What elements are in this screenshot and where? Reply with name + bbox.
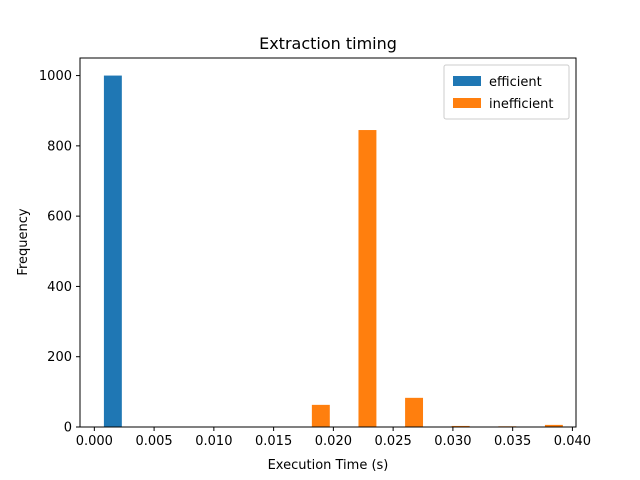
y-tick-label: 200 — [47, 350, 72, 365]
bar-inefficient-5 — [544, 424, 563, 427]
x-tick-label: 0.020 — [315, 434, 352, 449]
legend-label-inefficient: inefficient — [489, 97, 554, 112]
legend-swatch-inefficient — [453, 98, 481, 108]
y-tick-label: 0 — [64, 421, 72, 436]
legend: efficient inefficient — [443, 64, 570, 120]
x-tick-label: 0.005 — [135, 434, 172, 449]
plot-frame — [79, 57, 577, 428]
bar-inefficient-3 — [451, 425, 470, 427]
y-tick-label: 400 — [47, 280, 72, 295]
x-tick-label: 0.035 — [494, 434, 531, 449]
y-tick-label: 600 — [47, 210, 72, 225]
legend-swatch-efficient — [453, 76, 481, 86]
y-axis-ticks: 0 200 400 600 800 1000 — [39, 69, 80, 436]
y-tick-label: 800 — [47, 139, 72, 154]
x-tick-label: 0.025 — [375, 434, 412, 449]
y-axis-title: Frequency — [16, 208, 31, 275]
x-tick-label: 0.015 — [255, 434, 292, 449]
x-tick-label: 0.000 — [76, 434, 113, 449]
bar-inefficient-2 — [405, 397, 424, 427]
bar-inefficient-1 — [358, 130, 377, 428]
bar-inefficient-0 — [311, 404, 330, 427]
y-tick-label: 1000 — [39, 69, 72, 84]
legend-label-efficient: efficient — [489, 75, 542, 90]
bar-efficient-0 — [103, 75, 122, 428]
bars-layer — [103, 75, 563, 428]
x-tick-label: 0.010 — [195, 434, 232, 449]
x-axis-ticks: 0.000 0.005 0.010 0.015 0.020 0.025 0.030 0.035… — [76, 427, 591, 449]
chart-title: Extraction timing — [259, 34, 397, 53]
x-axis-title: Execution Time (s) — [268, 458, 389, 473]
x-tick-label: 0.030 — [434, 434, 471, 449]
x-tick-label: 0.040 — [554, 434, 591, 449]
